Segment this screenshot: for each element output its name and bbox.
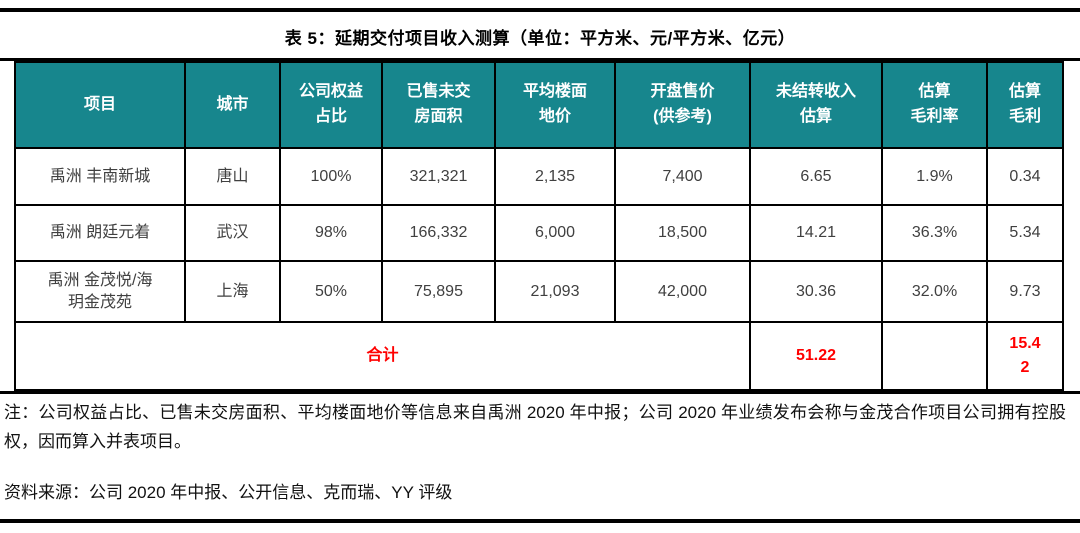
area-cell: 321,321: [381, 147, 496, 206]
opening-price-cell: 7,400: [614, 147, 751, 206]
gross-margin-cell: 36.3%: [881, 204, 988, 262]
floor-price-cell: 2,135: [494, 147, 616, 206]
total-gross-profit-cell: 15.42: [986, 321, 1064, 391]
column-header-gross-profit: 估算 毛利: [986, 61, 1064, 149]
opening-price-cell: 42,000: [614, 260, 751, 323]
total-gross-margin-cell: [881, 321, 988, 391]
table-row: 禹洲 金茂悦/海玥金茂苑 上海 50% 75,895 21,093 42,000…: [14, 260, 1064, 323]
floor-price-cell: 21,093: [494, 260, 616, 323]
gross-profit-cell: 5.34: [986, 204, 1064, 262]
column-header-equity-ratio: 公司权益 占比: [279, 61, 383, 149]
unsettled-revenue-cell: 6.65: [749, 147, 883, 206]
column-header-sold-undelivered-area: 已售未交 房面积: [381, 61, 496, 149]
column-header-unsettled-revenue: 未结转收入 估算: [749, 61, 883, 149]
total-unsettled-revenue-cell: 51.22: [749, 321, 883, 391]
area-cell: 75,895: [381, 260, 496, 323]
total-gross-profit-value: 15.42: [1009, 335, 1041, 376]
total-label-cell: 合计: [14, 321, 751, 391]
table-row: 禹洲 朗廷元着 武汉 98% 166,332 6,000 18,500 14.2…: [14, 204, 1064, 262]
opening-price-cell: 18,500: [614, 204, 751, 262]
city-cell: 唐山: [184, 147, 281, 206]
floor-price-cell: 6,000: [494, 204, 616, 262]
gross-profit-cell: 0.34: [986, 147, 1064, 206]
gross-profit-cell: 9.73: [986, 260, 1064, 323]
column-header-project: 项目: [14, 61, 186, 149]
header-row: 项目 城市 公司权益 占比 已售未交 房面积 平均楼面 地价 开盘售价 (供参考…: [14, 61, 1064, 149]
gross-margin-cell: 1.9%: [881, 147, 988, 206]
project-cell: 禹洲 朗廷元着: [14, 204, 186, 262]
column-header-avg-floor-price: 平均楼面 地价: [494, 61, 616, 149]
top-divider: [0, 8, 1080, 12]
project-cell: 禹洲 丰南新城: [14, 147, 186, 206]
city-cell: 武汉: [184, 204, 281, 262]
footnote: 注：公司权益占比、已售未交房面积、平均楼面地价等信息来自禹洲 2020 年中报；…: [4, 403, 1066, 452]
column-header-city: 城市: [184, 61, 281, 149]
table-row: 禹洲 丰南新城 唐山 100% 321,321 2,135 7,400 6.65…: [14, 147, 1064, 206]
area-cell: 166,332: [381, 204, 496, 262]
table-title: 表 5：延期交付项目收入测算（单位：平方米、元/平方米、亿元）: [284, 29, 796, 48]
unsettled-revenue-cell: 30.36: [749, 260, 883, 323]
column-header-gross-margin: 估算 毛利率: [881, 61, 988, 149]
data-source-note: 资料来源：公司 2020 年中报、公开信息、克而瑞、YY 评级: [4, 483, 453, 502]
equity-ratio-cell: 50%: [279, 260, 383, 323]
bottom-divider: [0, 519, 1080, 523]
equity-ratio-cell: 100%: [279, 147, 383, 206]
revenue-estimation-table-wrap: 项目 城市 公司权益 占比 已售未交 房面积 平均楼面 地价 开盘售价 (供参考…: [0, 58, 1080, 394]
total-row: 合计 51.22 15.42: [14, 321, 1064, 391]
table-top-border: [0, 58, 1080, 61]
column-header-opening-price: 开盘售价 (供参考): [614, 61, 751, 149]
equity-ratio-cell: 98%: [279, 204, 383, 262]
city-cell: 上海: [184, 260, 281, 323]
project-cell: 禹洲 金茂悦/海玥金茂苑: [14, 260, 186, 323]
revenue-estimation-table: 项目 城市 公司权益 占比 已售未交 房面积 平均楼面 地价 开盘售价 (供参考…: [14, 61, 1064, 391]
table-bottom-border: [0, 391, 1080, 394]
unsettled-revenue-cell: 14.21: [749, 204, 883, 262]
gross-margin-cell: 32.0%: [881, 260, 988, 323]
